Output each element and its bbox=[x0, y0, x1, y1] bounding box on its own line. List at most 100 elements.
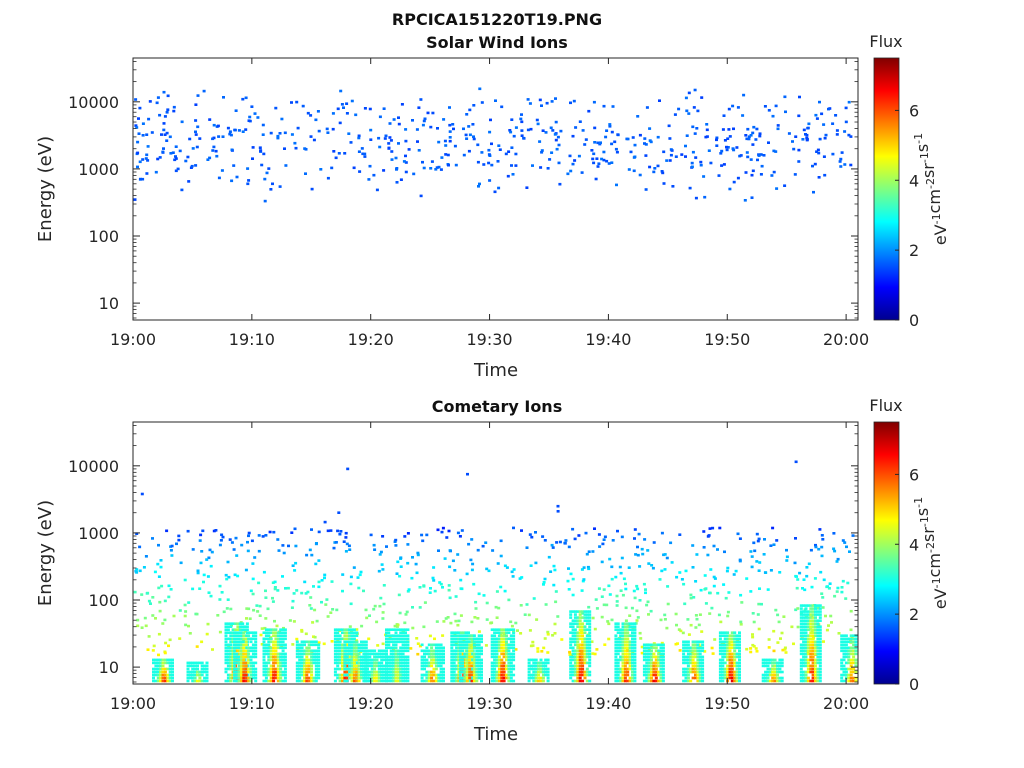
flux-cell bbox=[571, 610, 575, 613]
flux-cell bbox=[162, 147, 165, 150]
flux-cell bbox=[816, 676, 820, 680]
flux-cell bbox=[852, 649, 856, 653]
flux-cell bbox=[621, 622, 625, 625]
flux-cell bbox=[442, 667, 445, 671]
flux-cell bbox=[364, 643, 368, 647]
flux-cell bbox=[475, 664, 479, 668]
flux-cell bbox=[578, 616, 582, 619]
flux-cell bbox=[735, 655, 739, 659]
flux-cell bbox=[379, 596, 383, 600]
flux-cell bbox=[645, 679, 649, 683]
flux-cell bbox=[510, 118, 514, 121]
flux-cell bbox=[799, 622, 803, 625]
flux-cell bbox=[663, 618, 667, 621]
flux-cell bbox=[738, 649, 741, 653]
flux-cell bbox=[455, 640, 459, 644]
flux-cell bbox=[341, 589, 344, 593]
flux-cell bbox=[829, 614, 833, 618]
flux-cell bbox=[509, 661, 513, 665]
flux-cell bbox=[741, 114, 745, 117]
flux-cell bbox=[726, 640, 730, 644]
flux-cell bbox=[507, 676, 511, 680]
flux-cell bbox=[357, 664, 361, 668]
flux-cell bbox=[418, 606, 422, 609]
flux-cell bbox=[269, 673, 273, 677]
flux-cell bbox=[757, 154, 761, 157]
flux-cell bbox=[827, 587, 831, 590]
flux-cell bbox=[751, 643, 755, 647]
flux-cell bbox=[804, 625, 808, 628]
flux-cell bbox=[477, 592, 481, 596]
flux-cell bbox=[849, 628, 853, 632]
flux-cell bbox=[650, 655, 653, 659]
flux-cell bbox=[806, 622, 810, 625]
flux-cell bbox=[423, 667, 426, 671]
flux-cell bbox=[145, 153, 149, 157]
flux-cell bbox=[316, 110, 320, 113]
flux-cell bbox=[804, 655, 808, 659]
flux-cell bbox=[450, 634, 454, 637]
flux-cell bbox=[523, 613, 527, 616]
flux-cell bbox=[500, 646, 504, 650]
flux-cell bbox=[283, 664, 287, 668]
flux-cell bbox=[742, 93, 746, 97]
flux-cell bbox=[804, 637, 808, 641]
flux-cell bbox=[603, 643, 607, 646]
flux-cell bbox=[472, 104, 476, 107]
flux-cell bbox=[224, 667, 228, 671]
flux-cell bbox=[619, 676, 623, 680]
flux-cell bbox=[852, 670, 856, 674]
flux-cell bbox=[338, 121, 342, 125]
flux-cell bbox=[490, 676, 494, 680]
flux-cell bbox=[597, 587, 601, 590]
flux-cell bbox=[406, 628, 410, 631]
flux-cell bbox=[689, 649, 693, 653]
flux-cell bbox=[588, 670, 592, 674]
flux-cell bbox=[497, 655, 501, 659]
flux-cell bbox=[633, 537, 636, 540]
flux-cell bbox=[272, 646, 276, 650]
flux-cell bbox=[343, 670, 347, 674]
flux-cell bbox=[345, 649, 349, 653]
flux-cell bbox=[854, 676, 858, 680]
flux-cell bbox=[416, 642, 420, 645]
flux-cell bbox=[694, 196, 698, 200]
flux-cell bbox=[284, 164, 288, 167]
flux-cell bbox=[154, 673, 158, 677]
flux-cell bbox=[432, 655, 436, 659]
flux-cell bbox=[254, 673, 258, 677]
flux-cell bbox=[235, 679, 239, 683]
flux-cell bbox=[262, 667, 266, 671]
flux-cell bbox=[684, 640, 688, 644]
flux-cell bbox=[163, 661, 167, 665]
flux-cell bbox=[434, 649, 438, 653]
flux-cell bbox=[519, 632, 523, 635]
flux-cell bbox=[520, 120, 524, 124]
flux-cell bbox=[691, 643, 695, 647]
flux-cell bbox=[632, 589, 636, 593]
flux-cell bbox=[441, 526, 445, 530]
flux-cell bbox=[433, 589, 437, 593]
flux-cell bbox=[465, 572, 469, 576]
flux-cell bbox=[818, 607, 822, 610]
flux-cell bbox=[437, 646, 441, 650]
flux-cell bbox=[787, 132, 791, 135]
flux-cell bbox=[336, 664, 340, 668]
flux-cell bbox=[434, 664, 438, 668]
flux-cell bbox=[440, 156, 444, 159]
flux-cell bbox=[785, 555, 789, 559]
flux-cell bbox=[581, 631, 585, 634]
flux-cell bbox=[345, 102, 349, 105]
flux-cell bbox=[840, 634, 844, 637]
flux-cell bbox=[411, 626, 415, 630]
flux-cell bbox=[463, 643, 467, 647]
flux-cell bbox=[470, 643, 474, 647]
flux-cell bbox=[804, 640, 808, 644]
flux-cell bbox=[537, 679, 541, 683]
flux-cell bbox=[305, 676, 309, 680]
flux-cell bbox=[569, 640, 573, 644]
flux-cell bbox=[576, 643, 580, 647]
flux-cell bbox=[728, 643, 732, 647]
flux-cell bbox=[487, 161, 491, 165]
flux-cell bbox=[441, 586, 444, 589]
